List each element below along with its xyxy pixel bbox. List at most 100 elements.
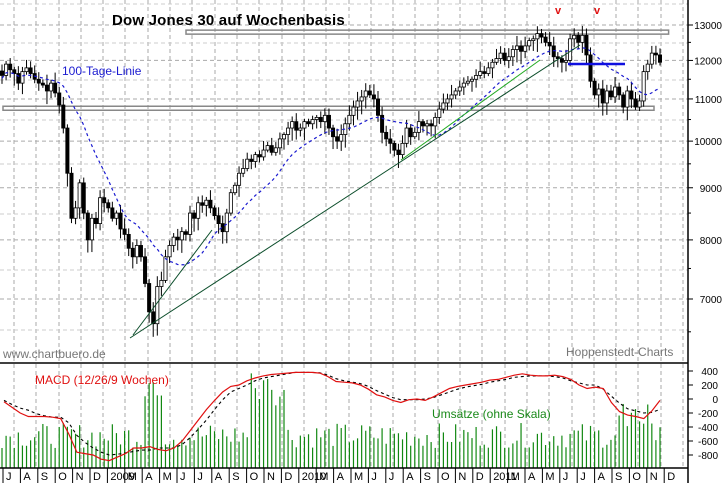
candle-bullish	[490, 61, 495, 69]
candle-bearish	[102, 197, 107, 204]
candle-bullish	[535, 33, 540, 40]
candle-bullish	[645, 63, 650, 73]
candle-bullish	[641, 71, 646, 102]
candle-bearish	[85, 212, 90, 241]
candle-bullish	[187, 212, 192, 235]
candle-bullish	[241, 168, 246, 174]
month-label: A	[145, 471, 153, 483]
month-label: J	[180, 471, 186, 483]
month-label: D	[667, 471, 675, 483]
candle-bearish	[53, 82, 58, 94]
chart-title: Dow Jones 30 auf Wochenbasis	[112, 12, 345, 29]
price-tick-label: 9000	[700, 184, 723, 195]
candle-bullish	[265, 145, 270, 151]
candle-bearish	[519, 45, 524, 52]
candle-bullish	[449, 94, 454, 100]
candle-bullish	[77, 182, 82, 209]
month-label: J	[197, 471, 203, 483]
candle-bullish	[314, 117, 319, 120]
month-label: M	[128, 471, 137, 483]
candle-bullish	[277, 138, 282, 149]
candle-bearish	[130, 247, 135, 258]
candle-bullish	[637, 100, 642, 108]
candle-bearish	[584, 34, 589, 56]
candle-bullish	[486, 67, 491, 74]
candle-bullish	[134, 245, 139, 258]
source-credit-right: Hoppenstedt-Charts	[566, 345, 674, 359]
candle-bearish	[367, 90, 372, 96]
candle-bearish	[143, 256, 148, 284]
candle-bullish	[351, 106, 356, 116]
candle-bearish	[44, 84, 49, 92]
candle-bearish	[110, 207, 115, 219]
month-label: A	[23, 471, 31, 483]
candle-bearish	[543, 36, 548, 43]
candle-bullish	[302, 121, 307, 129]
candle-bullish	[204, 199, 209, 206]
candle-bearish	[617, 86, 622, 96]
moving-average-label: 100-Tage-Linie	[62, 64, 142, 78]
candle-bullish	[531, 38, 536, 41]
candle-bearish	[216, 215, 221, 225]
candle-bearish	[40, 82, 45, 86]
month-label: S	[615, 471, 622, 483]
month-label: J	[6, 471, 12, 483]
candle-bearish	[192, 212, 197, 219]
candle-bearish	[420, 121, 425, 127]
candle-bearish	[576, 34, 581, 43]
candle-bearish	[306, 121, 311, 125]
month-label: M	[163, 471, 172, 483]
candle-bullish	[228, 192, 233, 214]
month-label: S	[424, 471, 431, 483]
candle-bearish	[65, 127, 70, 174]
candle-bullish	[514, 45, 519, 50]
month-label: 2009	[110, 471, 134, 483]
month-label: N	[267, 471, 275, 483]
candle-bullish	[596, 88, 601, 96]
candle-bullish	[474, 75, 479, 80]
month-label: J	[580, 471, 586, 483]
month-label: A	[215, 471, 223, 483]
candle-bullish	[322, 114, 327, 123]
candle-bearish	[57, 92, 62, 106]
candle-bearish	[375, 98, 380, 116]
month-label: M	[354, 471, 363, 483]
candle-bullish	[404, 127, 409, 144]
candle-bullish	[89, 217, 94, 241]
candle-bullish	[245, 158, 250, 169]
candle-bearish	[183, 231, 188, 235]
price-tick-label: 13000	[694, 21, 722, 32]
month-label: M	[319, 471, 328, 483]
candle-bearish	[380, 114, 385, 133]
month-label: 2010	[302, 471, 326, 483]
month-label: 2011	[493, 471, 517, 483]
candle-bullish	[4, 63, 9, 76]
candle-bearish	[633, 98, 638, 108]
candle-bearish	[482, 71, 487, 74]
candle-bearish	[122, 228, 127, 235]
candle-bearish	[175, 236, 180, 241]
candle-bearish	[200, 202, 205, 206]
price-tick-label: 10000	[694, 137, 722, 148]
candle-bearish	[621, 94, 626, 108]
candle-bullish	[196, 202, 201, 219]
candle-bearish	[335, 136, 340, 142]
candle-bearish	[592, 80, 597, 96]
candle-bearish	[588, 54, 593, 82]
candle-bearish	[547, 41, 552, 47]
price-tick-label: 11000	[695, 95, 723, 106]
candle-bearish	[126, 233, 131, 249]
price-tick-label: 12000	[694, 56, 722, 67]
month-label: D	[284, 471, 292, 483]
candle-bullish	[478, 71, 483, 76]
candle-bearish	[151, 311, 156, 325]
month-label: A	[528, 471, 536, 483]
candle-bearish	[12, 69, 17, 74]
macd-tick-label: -200	[698, 409, 718, 420]
candle-bullish	[461, 82, 466, 88]
candle-bearish	[249, 158, 254, 162]
candle-bullish	[359, 96, 364, 102]
macd-tick-label: 200	[701, 381, 718, 392]
candle-bearish	[106, 202, 111, 209]
